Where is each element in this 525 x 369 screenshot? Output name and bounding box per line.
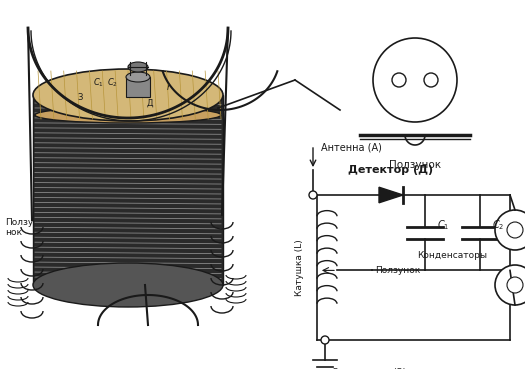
Text: Ползунок: Ползунок — [389, 160, 441, 170]
Circle shape — [507, 222, 523, 238]
Ellipse shape — [128, 62, 148, 72]
Circle shape — [373, 38, 457, 122]
Text: Заземление (З): Заземление (З) — [333, 368, 406, 369]
Text: Д: Д — [147, 99, 153, 107]
Ellipse shape — [33, 69, 223, 121]
Bar — [33, 95, 223, 285]
Text: Детектор (Д): Детектор (Д) — [349, 165, 434, 175]
Circle shape — [495, 210, 525, 250]
Text: r: r — [166, 83, 170, 92]
Ellipse shape — [35, 107, 221, 123]
Text: $C_2$: $C_2$ — [108, 77, 119, 89]
Circle shape — [424, 73, 438, 87]
Circle shape — [392, 73, 406, 87]
Circle shape — [309, 191, 317, 199]
Bar — [126, 77, 150, 97]
Text: $C_2$: $C_2$ — [492, 218, 505, 232]
Text: $C_1$: $C_1$ — [92, 77, 103, 89]
Ellipse shape — [126, 72, 150, 82]
Text: Конденсаторы: Конденсаторы — [417, 251, 488, 260]
Circle shape — [507, 277, 523, 293]
Text: З: З — [77, 93, 83, 101]
Text: $C_1$: $C_1$ — [437, 218, 449, 232]
Text: Катушка (L): Катушка (L) — [295, 239, 303, 296]
Ellipse shape — [33, 263, 223, 307]
Polygon shape — [379, 187, 403, 203]
Text: Ползу
нок: Ползу нок — [5, 218, 33, 237]
Circle shape — [495, 265, 525, 305]
Text: Ползунок: Ползунок — [375, 266, 420, 275]
Circle shape — [321, 336, 329, 344]
Text: Антенна (А): Антенна (А) — [321, 142, 382, 152]
